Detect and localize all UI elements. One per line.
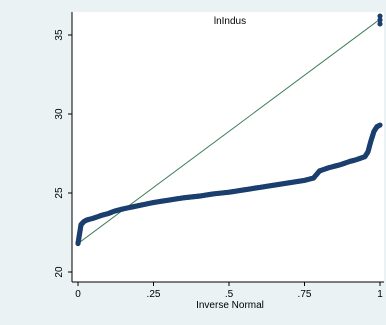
outlier-point bbox=[377, 21, 383, 27]
x-tick-label: .25 bbox=[147, 289, 161, 300]
y-ticks: 20 25 30 35 bbox=[54, 29, 72, 278]
y-tick-label: 35 bbox=[54, 29, 65, 41]
x-tick-label: .5 bbox=[225, 289, 234, 300]
y-tick-label: 20 bbox=[54, 266, 65, 278]
plot-area bbox=[72, 12, 384, 282]
data-markers bbox=[75, 13, 383, 247]
x-tick-label: 1 bbox=[377, 289, 383, 300]
x-ticks: 0 .25 .5 .75 1 bbox=[75, 282, 383, 300]
x-axis-title: Inverse Normal bbox=[196, 300, 264, 311]
plot-title: lnIndus bbox=[214, 16, 246, 27]
y-tick-label: 30 bbox=[54, 108, 65, 120]
data-point bbox=[377, 122, 383, 128]
x-tick-label: 0 bbox=[75, 289, 81, 300]
outlier-point bbox=[377, 13, 383, 19]
x-tick-label: .75 bbox=[298, 289, 312, 300]
y-tick-label: 25 bbox=[54, 187, 65, 199]
outlier-point bbox=[377, 17, 383, 23]
